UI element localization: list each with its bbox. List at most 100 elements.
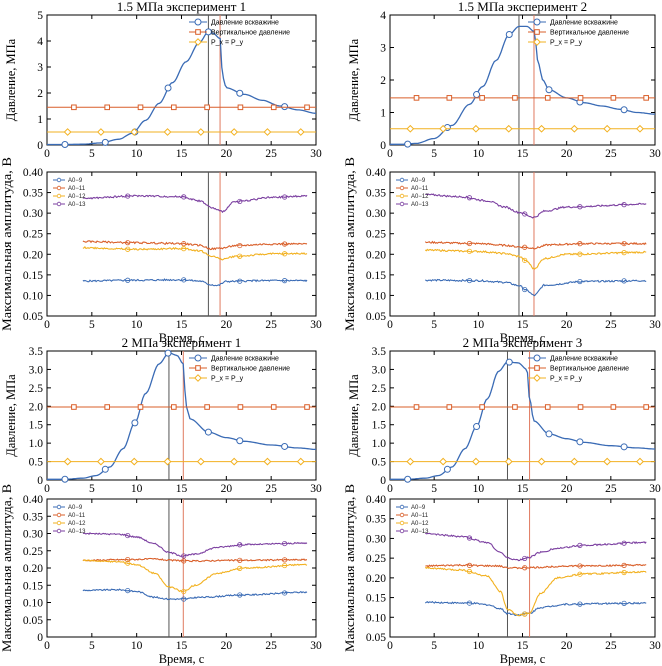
chart-title: 1.5 МПа эксперимент 1 xyxy=(117,0,246,14)
legend-label: A0−12 xyxy=(411,194,429,200)
y-tick-label: 0.15 xyxy=(23,270,43,282)
series-marker xyxy=(466,562,473,568)
series-marker xyxy=(577,404,584,410)
x-tick-label: 15 xyxy=(517,319,529,331)
x-tick-label: 0 xyxy=(387,483,393,495)
series-marker xyxy=(125,560,131,566)
x-tick-label: 25 xyxy=(605,148,617,160)
legend-label: A0−9 xyxy=(411,178,426,184)
series-marker xyxy=(282,251,288,257)
series-marker xyxy=(545,86,553,94)
x-tick-label: 10 xyxy=(131,319,143,331)
series-marker xyxy=(512,404,518,410)
legend-marker xyxy=(56,193,62,199)
y-tick-label: 1.5 xyxy=(29,420,44,432)
series-marker xyxy=(621,540,627,546)
x-tick-label: 25 xyxy=(605,319,617,331)
legend-label: Вертикальное давление xyxy=(550,366,629,373)
series-marker xyxy=(137,404,144,410)
series-marker xyxy=(404,475,412,483)
series-marker xyxy=(282,540,288,547)
series-marker xyxy=(63,457,72,466)
x-axis-label: Время, с xyxy=(500,331,546,345)
x-tick-label: 25 xyxy=(265,640,277,652)
series-line xyxy=(425,563,647,570)
series-marker xyxy=(446,404,453,410)
y-tick-label: 0.10 xyxy=(23,598,43,610)
series-marker xyxy=(181,596,187,602)
legend-label: Давление вскважине xyxy=(211,356,279,363)
x-tick-label: 10 xyxy=(131,483,143,495)
series-marker xyxy=(603,457,612,466)
series-marker xyxy=(577,204,583,210)
plot-frame xyxy=(46,498,317,638)
y-tick-label: 0.30 xyxy=(23,529,43,541)
legend-label: A0−13 xyxy=(411,529,429,535)
x-axis-label: Время, с xyxy=(500,652,546,666)
chart-title: 2 МПа эксперимент 1 xyxy=(122,335,242,350)
series-marker xyxy=(130,457,139,466)
series-marker xyxy=(237,565,243,571)
series-marker xyxy=(577,251,583,257)
y-tick-label: 0.30 xyxy=(366,208,386,220)
series-marker xyxy=(125,193,131,199)
legend-marker xyxy=(533,354,541,362)
x-tick-label: 30 xyxy=(649,148,661,160)
x-tick-label: 0 xyxy=(44,148,50,160)
series-line xyxy=(82,559,308,593)
series-marker xyxy=(282,557,288,563)
y-tick-label: 0.25 xyxy=(23,546,43,558)
series-marker xyxy=(621,240,627,247)
series-marker xyxy=(263,457,272,466)
series-marker xyxy=(171,104,177,111)
x-tick-label: 5 xyxy=(89,319,95,331)
y-tick-label: 0.15 xyxy=(23,580,43,592)
legend-label: A0−12 xyxy=(68,521,86,527)
y-tick-label: 0 xyxy=(380,475,386,487)
series-marker xyxy=(163,457,172,466)
legend-marker xyxy=(56,512,62,518)
series-marker xyxy=(413,95,420,101)
plot-frame xyxy=(46,14,317,146)
y-tick-label: 0.35 xyxy=(23,188,43,200)
series-marker xyxy=(479,95,485,101)
y-tick-label: 0.5 xyxy=(29,457,44,469)
y-tick-label: 0.40 xyxy=(366,167,386,179)
legend-marker xyxy=(56,528,62,534)
x-tick-label: 25 xyxy=(265,319,277,331)
legend-marker xyxy=(534,29,540,35)
series-marker xyxy=(163,128,172,136)
x-tick-label: 5 xyxy=(89,148,95,160)
legend: A0−9 A0−11 A0−12 A0−13 xyxy=(396,177,429,208)
series-marker xyxy=(610,95,617,101)
legend: Давление вскважине Вертикальное давление P… xyxy=(189,354,290,383)
y-tick-label: 0.05 xyxy=(366,632,386,644)
x-tick-label: 10 xyxy=(473,640,485,652)
series-marker xyxy=(576,438,584,446)
x-tick-label: 0 xyxy=(387,640,393,652)
x-tick-label: 30 xyxy=(310,319,322,331)
series-marker xyxy=(130,128,139,136)
series-line xyxy=(390,25,655,145)
series-marker xyxy=(620,443,628,451)
series-marker xyxy=(504,457,513,466)
series-marker xyxy=(522,244,528,250)
series-marker xyxy=(164,349,172,357)
x-tick-label: 0 xyxy=(387,148,393,160)
legend-marker xyxy=(195,365,201,371)
series-marker xyxy=(204,404,210,410)
series-marker xyxy=(621,250,627,256)
series-marker xyxy=(281,442,289,450)
x-tick-label: 5 xyxy=(431,148,437,160)
legend-marker xyxy=(399,201,405,207)
series-line xyxy=(82,532,308,557)
series-line xyxy=(82,194,308,214)
legend: A0−9 A0−11 A0−12 A0−13 xyxy=(53,177,86,208)
series-marker xyxy=(512,95,518,101)
series-marker xyxy=(230,128,239,136)
series-marker xyxy=(537,124,546,133)
legend-marker xyxy=(399,528,405,534)
series-line xyxy=(82,246,308,261)
y-tick-label: 0.35 xyxy=(366,514,386,526)
